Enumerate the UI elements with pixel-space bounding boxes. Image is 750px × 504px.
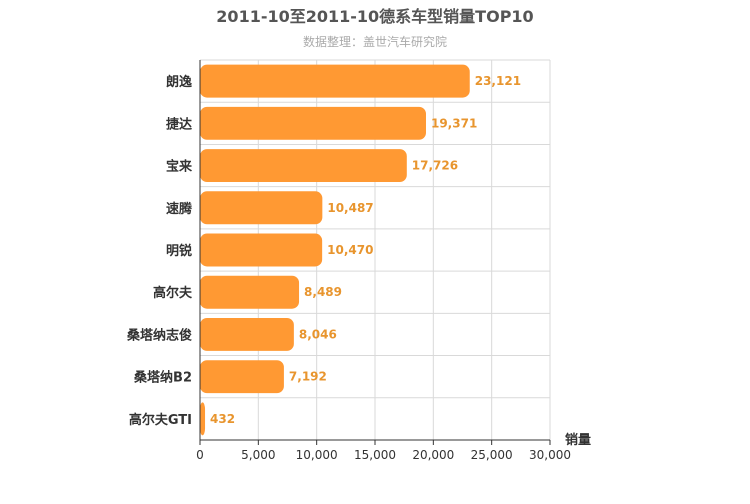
bar-value-label: 19,371 — [431, 116, 477, 130]
bar — [200, 191, 323, 225]
x-tick-label: 30,000 — [529, 448, 571, 462]
bar-value-label: 10,487 — [327, 201, 373, 215]
category-label: 捷达 — [166, 116, 192, 132]
grid-lines — [200, 59, 551, 441]
bar — [200, 64, 470, 98]
x-tick-label: 15,000 — [354, 448, 396, 462]
category-label: 宝来 — [166, 159, 193, 175]
bar-value-label: 23,121 — [475, 74, 521, 88]
bar — [200, 402, 206, 436]
bar — [200, 317, 294, 351]
chart-title: 2011-10至2011-10德系车型销量TOP10 — [216, 7, 533, 26]
bar-value-label: 7,192 — [289, 370, 327, 384]
bar — [200, 106, 426, 140]
x-tick-label: 20,000 — [412, 448, 454, 462]
x-axis-title: 销量 — [565, 432, 591, 448]
bar — [200, 360, 284, 394]
category-label: 桑塔纳B2 — [133, 370, 192, 386]
bar — [200, 149, 407, 183]
bar-value-label: 8,489 — [304, 285, 342, 299]
x-tick-label: 5,000 — [241, 448, 275, 462]
bar — [200, 233, 323, 267]
chart-subtitle: 数据整理：盖世汽车研究院 — [303, 34, 447, 49]
category-label: 明锐 — [166, 243, 192, 259]
bars: 23,121 19,371 17,726 10,487 10,470 8,489 8,046… — [200, 64, 521, 436]
bar-value-label: 8,046 — [299, 327, 337, 341]
category-label: 桑塔纳志俊 — [126, 327, 192, 343]
bar-value-label: 17,726 — [412, 159, 458, 173]
category-label: 高尔夫 — [153, 285, 193, 301]
category-label: 速腾 — [166, 201, 193, 217]
x-tick-label: 0 — [196, 448, 204, 462]
bar-value-label: 10,470 — [327, 243, 373, 257]
bar — [200, 275, 300, 309]
category-label: 朗逸 — [166, 74, 192, 90]
x-tick-label: 10,000 — [296, 448, 338, 462]
x-tick-label: 25,000 — [471, 448, 513, 462]
bar-value-label: 432 — [210, 412, 235, 426]
category-label: 高尔夫GTI — [129, 412, 192, 428]
